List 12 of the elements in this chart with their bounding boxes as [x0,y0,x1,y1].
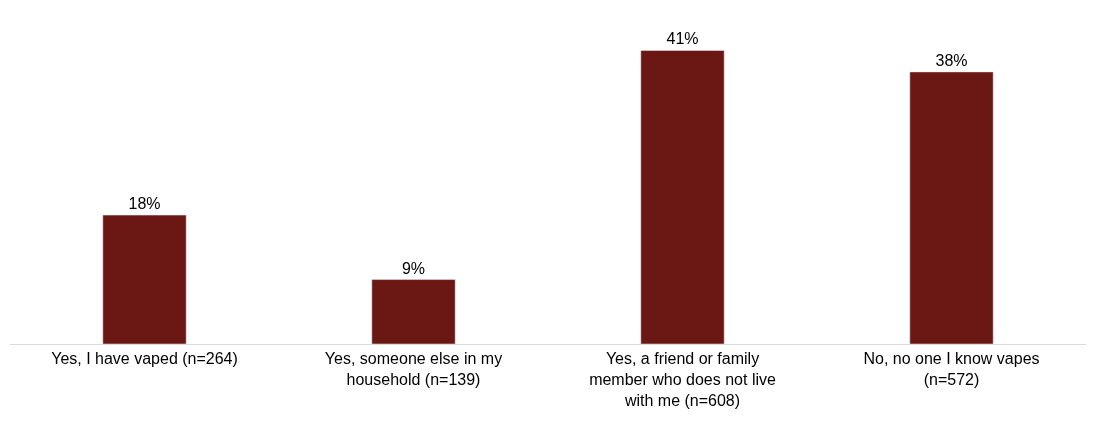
bar [102,214,187,344]
data-label: 18% [128,195,161,213]
x-tick-label: Yes, a friend or family member who does not live with me (n=608) [589,350,776,409]
bar [371,279,456,344]
data-label: 9% [401,259,426,277]
x-tick-label: No, no one I know vapes (n=572) [863,350,1040,388]
data-label: 38% [935,51,968,69]
x-tick-label: Yes, someone else in my household (n=139) [324,350,503,388]
bar [909,71,994,344]
x-tick-label: Yes, I have vaped (n=264) [51,350,238,368]
bar [640,50,725,344]
data-label: 41% [666,30,699,48]
